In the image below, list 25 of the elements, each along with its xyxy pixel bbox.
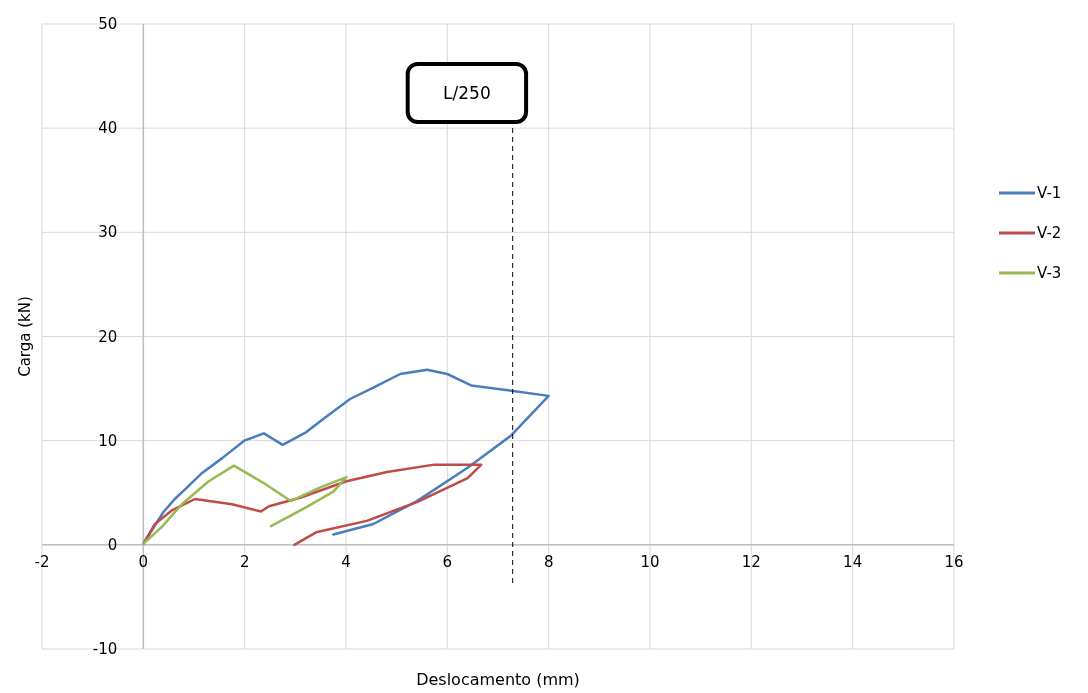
x-tick-label: 0 xyxy=(138,552,149,571)
x-tick-label: 6 xyxy=(442,552,453,571)
y-axis-title: Carga (kN) xyxy=(16,296,34,377)
y-tick-label: 40 xyxy=(98,119,118,138)
line-series xyxy=(142,463,483,547)
legend-label: V-1 xyxy=(1037,184,1062,202)
y-tick-label: 20 xyxy=(98,327,118,346)
y-tick-label: -10 xyxy=(92,640,118,658)
x-axis-title: Deslocamento (mm) xyxy=(416,670,580,689)
x-tick-label: 8 xyxy=(543,552,554,571)
x-tick-label: -2 xyxy=(34,552,50,571)
x-tick-label: 14 xyxy=(843,552,863,571)
legend-label: V-2 xyxy=(1037,224,1062,242)
x-tick-label: 12 xyxy=(741,552,761,571)
y-tick-label: 0 xyxy=(107,535,118,554)
ref-line-label: L/250 xyxy=(443,83,491,103)
y-tick-label: 30 xyxy=(98,223,118,242)
x-tick-label: 4 xyxy=(341,552,351,571)
legend-label: V-3 xyxy=(1037,264,1062,282)
x-tick-label: 16 xyxy=(944,552,964,571)
x-tick-label: 2 xyxy=(239,552,250,571)
y-tick-label: 50 xyxy=(98,15,118,33)
y-tick-label: 10 xyxy=(98,431,118,450)
line-series xyxy=(142,464,348,546)
x-tick-label: 10 xyxy=(640,552,660,571)
